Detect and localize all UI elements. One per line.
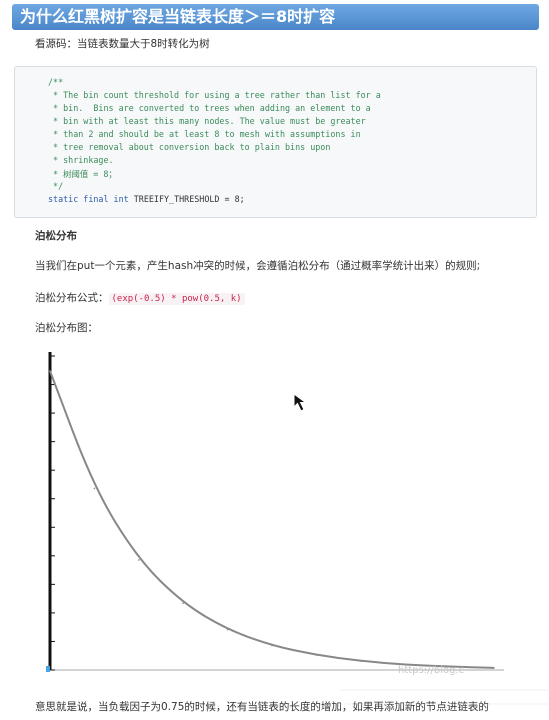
data-point [448,665,451,668]
formula-code: (exp(-0.5) * pow(0.5, k) [108,293,245,305]
code-line: * 树阈值 = 8； [48,169,117,179]
code-line: * shrinkage. [48,155,114,165]
formula-line: 泊松分布公式： (exp(-0.5) * pow(0.5, k) [35,290,245,305]
data-point [493,667,495,669]
poisson-chart-svg [46,352,504,672]
data-point [138,559,140,561]
data-point [93,487,96,490]
data-point [360,660,362,662]
code-line: * than 2 and should be at least 8 to mes… [48,129,361,139]
data-point [226,628,229,631]
section-title: 泊松分布 [35,230,77,242]
origin-marker [46,666,50,672]
data-point [315,654,318,656]
code-line: * tree removal about conversion back to … [48,142,331,152]
code-declaration-rest: TREEIFY_THRESHOLD = 8; [128,194,245,204]
code-declaration: static final int TREEIFY_THRESHOLD = 8; [48,194,245,204]
code-line: * bin. Bins are converted to trees when … [48,103,371,113]
section-heading: 为什么红黑树扩容是当链表长度＞＝8时扩容 [12,4,539,30]
series-line [49,370,495,669]
chart-label: 泊松分布图： [35,322,98,334]
code-line: * The bin count threshold for using a tr… [48,90,381,100]
code-line: /** [48,77,64,87]
data-point [182,602,184,605]
formula-label: 泊松分布公式： [35,292,109,304]
data-point [404,663,407,666]
watermark: https://blog.c [398,665,465,676]
intro-text: 看源码：当链表数量大于8时转化为树 [35,38,210,50]
code-line: * bin with at least this many nodes. The… [48,116,366,126]
code-keywords: static final int [48,194,129,204]
footer-text: 意思就是说，当负载因子为0.75的时候，还有当链表的长度的增加，如果再添加新的节… [35,701,489,713]
paragraph-text: 当我们在put一个元素，产生hash冲突的时候，会遵循泊松分布（通过概率学统计出… [35,260,481,272]
data-point [49,370,51,372]
code-block: /** * The bin count threshold for using … [14,66,537,218]
code-line: */ [48,181,64,191]
mouse-cursor-icon [293,393,308,412]
poisson-chart [34,348,514,683]
data-point [271,644,273,647]
